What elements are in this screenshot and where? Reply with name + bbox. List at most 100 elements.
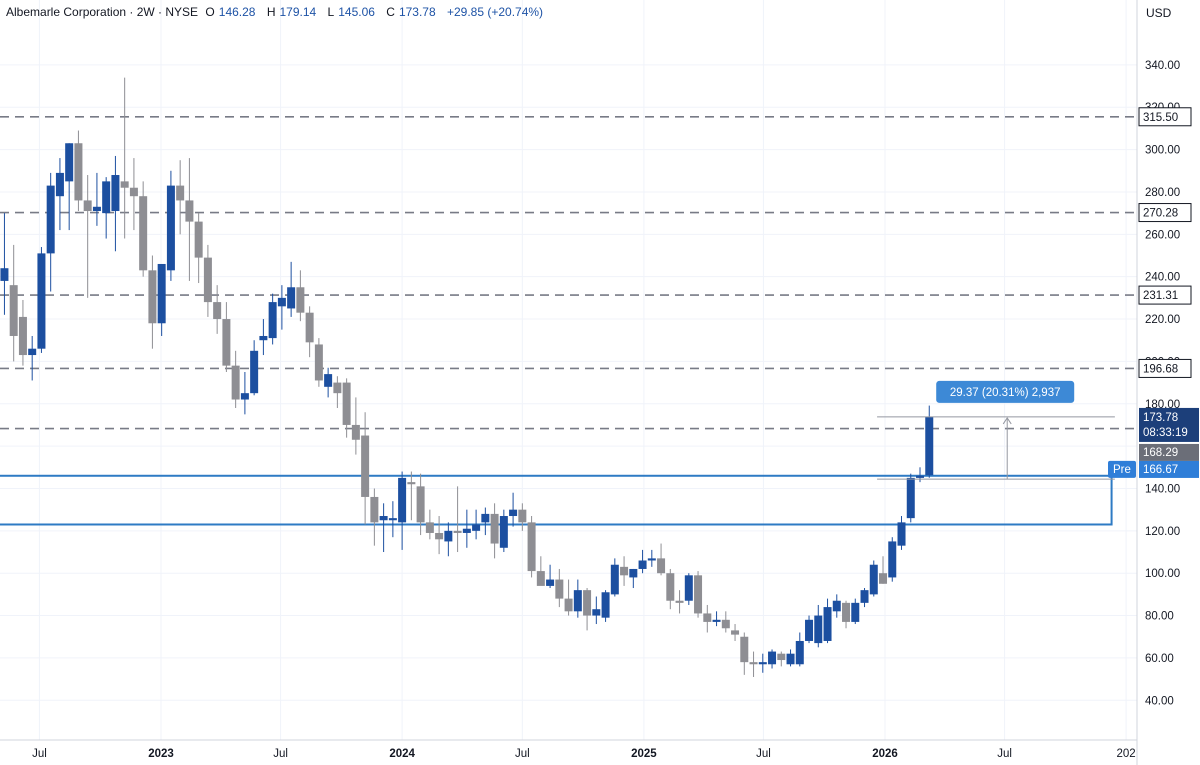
candle — [675, 590, 684, 614]
candle-body — [268, 302, 277, 339]
candle-body — [370, 496, 379, 523]
candle-body — [666, 573, 675, 601]
candle-body — [703, 613, 712, 622]
candle-body — [342, 382, 351, 425]
low-value: 145.06 — [338, 5, 375, 19]
candle — [194, 213, 203, 284]
last-price-text: 173.78 — [1143, 412, 1178, 424]
time-tick-label: 202 — [1117, 748, 1136, 760]
open-label: O — [205, 5, 215, 19]
candle — [176, 160, 185, 235]
candle-body — [842, 602, 851, 622]
price-tick-label: 220.00 — [1145, 314, 1180, 326]
candle — [453, 486, 462, 553]
time-tick-label: 2025 — [631, 748, 657, 760]
candle-body — [453, 530, 462, 533]
candle — [490, 503, 499, 559]
horizontal-levels[interactable] — [0, 115, 1137, 430]
candle-body — [102, 181, 111, 214]
candle-body — [296, 287, 305, 313]
candle — [92, 172, 101, 226]
price-tick-label: 140.00 — [1145, 483, 1180, 495]
candle — [129, 158, 138, 231]
candle — [250, 340, 259, 396]
support-zone[interactable] — [0, 474, 1113, 526]
candle — [203, 244, 212, 317]
candle-body — [407, 482, 416, 485]
time-axis[interactable]: Jul 2023 Jul 2024 Jul 2025 Jul 2026 Jul 202 — [32, 748, 1136, 760]
candle — [388, 501, 397, 538]
candle-body — [721, 619, 730, 629]
candle — [518, 503, 527, 531]
candle-body — [832, 600, 841, 612]
candle-body — [518, 509, 527, 523]
candle — [703, 604, 712, 633]
prev-level-tag — [1139, 443, 1199, 461]
candle — [231, 350, 240, 408]
measure-tool[interactable]: 29.37 (20.31%) 2,937 — [877, 380, 1115, 480]
candle — [749, 651, 758, 677]
candle-body — [250, 350, 259, 394]
candle — [185, 158, 194, 281]
high-value: 179.14 — [279, 5, 317, 19]
candle-body — [472, 524, 481, 531]
candle-body — [481, 513, 490, 523]
level-tag-text: 270.28 — [1143, 208, 1178, 220]
candle — [758, 653, 767, 673]
candle-body — [860, 590, 869, 603]
candle-body — [222, 319, 231, 366]
time-tick-label: Jul — [997, 748, 1012, 760]
currency-label[interactable]: USD — [1146, 6, 1172, 20]
candle — [444, 522, 453, 557]
candle-body — [805, 619, 814, 641]
close-label: C — [386, 5, 395, 19]
candle — [740, 632, 749, 675]
candle-body — [37, 253, 46, 349]
candle-body — [231, 365, 240, 400]
close-value: 173.78 — [398, 5, 436, 19]
candle — [731, 624, 740, 641]
price-tags: 315.50 270.28 231.31 196.68 173.78 08:33:19 16… — [1108, 107, 1199, 478]
candle-body — [139, 196, 148, 271]
candle-body — [610, 564, 619, 595]
candle — [712, 611, 721, 627]
candle-body — [795, 640, 804, 665]
candle — [0, 213, 9, 315]
candle-body — [684, 575, 693, 601]
candle-body — [287, 287, 296, 309]
level-tag-box — [1138, 203, 1192, 223]
candle-body — [435, 532, 444, 540]
symbol-header: Albemarle Corporation · 2W · NYSE O 146.2… — [6, 5, 547, 19]
candle-body — [916, 475, 925, 478]
price-tick-label: 120.00 — [1145, 526, 1180, 538]
pre-price-tag — [1139, 460, 1199, 478]
price-tick-label: 260.00 — [1145, 229, 1180, 241]
candle — [46, 172, 55, 292]
candle — [610, 558, 619, 597]
candle — [601, 590, 610, 622]
plot-background — [0, 0, 1137, 740]
candle-body — [888, 541, 897, 578]
candle — [398, 471, 407, 550]
candle-body — [213, 302, 222, 320]
candle-body — [712, 619, 721, 622]
candle-body — [694, 575, 703, 614]
price-tick-label: 80.00 — [1145, 611, 1174, 623]
candle-body — [851, 602, 860, 622]
candle-body — [638, 560, 647, 569]
candle — [536, 556, 545, 586]
symbol-title[interactable]: Albemarle Corporation · 2W · NYSE — [6, 5, 199, 19]
candle — [823, 598, 832, 644]
candle-body — [869, 564, 878, 595]
price-tick-label: 180.00 — [1145, 399, 1180, 411]
candle-body — [65, 143, 74, 182]
countdown-text: 08:33:19 — [1143, 427, 1188, 439]
candle — [361, 412, 370, 525]
price-tick-label: 240.00 — [1145, 272, 1180, 284]
pre-price-text: 166.67 — [1143, 464, 1178, 476]
candle-body — [555, 579, 564, 599]
price-axis[interactable]: 40.00 60.00 80.00 100.00 120.00 140.00 180.00 2… — [1145, 60, 1180, 707]
candle-body — [749, 662, 758, 665]
candle — [65, 143, 74, 231]
